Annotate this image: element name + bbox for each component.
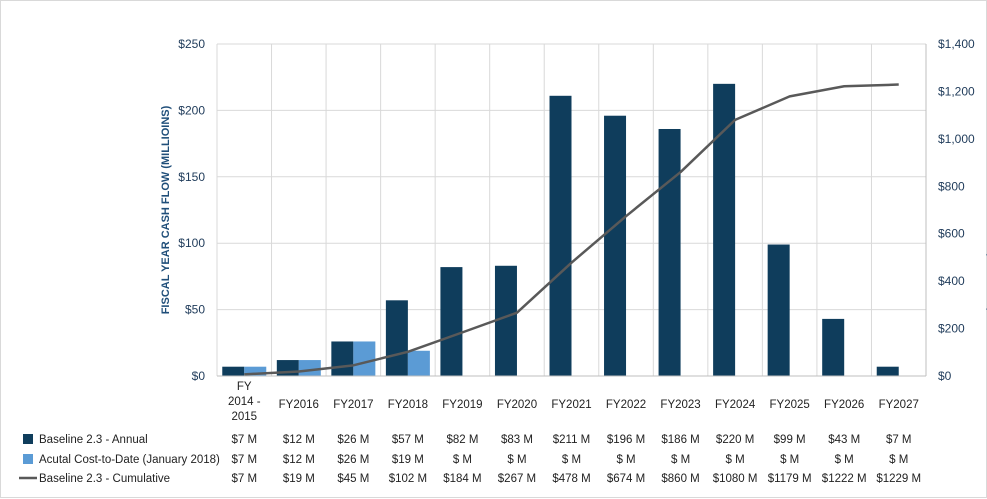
y-tick-label: $150 xyxy=(178,170,205,184)
legend-swatch xyxy=(23,454,33,464)
y2-tick-label: $800 xyxy=(938,179,965,193)
bar-annual xyxy=(222,366,245,376)
axes: $0 $50 $100 $150 $200 $250 $0 $200 $400 $600 $800 $… xyxy=(160,37,987,383)
bar-annual xyxy=(385,300,408,376)
bar-annual xyxy=(713,83,736,376)
data-table-cell: $12 M xyxy=(283,434,315,446)
data-table-cell: $186 M xyxy=(661,434,699,446)
data-table-cell: $7 M xyxy=(231,454,257,466)
data-table-cell: $196 M xyxy=(607,434,645,446)
data-table-cell: $ M xyxy=(835,454,854,466)
bar-annual xyxy=(549,95,572,377)
data-table-cell: $ M xyxy=(726,454,745,466)
x-category-label: FY2024 xyxy=(715,399,756,411)
x-category-label: FY2027 xyxy=(879,399,919,411)
line-cumulative xyxy=(244,83,899,376)
data-table-cell: $ M xyxy=(780,454,799,466)
data-table-cell: $19 M xyxy=(283,473,315,485)
data-table-cell: $1080 M xyxy=(713,473,758,485)
y2-tick-label: $600 xyxy=(938,227,965,241)
x-category-label: FY2016 xyxy=(279,399,319,411)
data-table-cell: $478 M xyxy=(552,473,590,485)
data-table-cell: $99 M xyxy=(774,434,806,446)
bar-annual xyxy=(494,265,517,376)
data-table-cell: $184 M xyxy=(443,473,481,485)
data-table-cell: $12 M xyxy=(283,454,315,466)
legend-swatch xyxy=(23,434,33,444)
x-category-label: FY2017 xyxy=(333,399,373,411)
data-table-cell: $267 M xyxy=(498,473,536,485)
data-table-cell: $674 M xyxy=(607,473,645,485)
y2-tick-label: $0 xyxy=(938,369,952,383)
data-table-cell: $7 M xyxy=(231,434,257,446)
data-table-cell: $83 M xyxy=(501,434,533,446)
data-table-cell: $ M xyxy=(889,454,908,466)
bar-annual xyxy=(604,115,627,376)
bar-annual xyxy=(440,267,463,376)
x-category-label: FY xyxy=(237,381,252,393)
data-table-cell: $ M xyxy=(616,454,635,466)
y2-tick-label: $200 xyxy=(938,322,965,336)
bar-annual xyxy=(767,244,790,376)
x-category-label: FY2019 xyxy=(442,399,482,411)
data-table-cell: $211 M xyxy=(553,434,591,446)
data-table-cell: $19 M xyxy=(392,454,424,466)
y-tick-label: $50 xyxy=(185,303,205,317)
data-table-cell: $1179 M xyxy=(768,473,812,485)
x-category-label: 2015 xyxy=(231,411,257,423)
data-table-cell: $ M xyxy=(507,454,526,466)
bar-actual xyxy=(407,350,430,376)
y-tick-label: $100 xyxy=(178,236,205,250)
bar-group xyxy=(222,83,899,377)
data-table-cell: $ M xyxy=(562,454,581,466)
data-table-cell: $ M xyxy=(453,454,472,466)
data-table-cell: $82 M xyxy=(446,434,478,446)
y-axis-title: FISCAL YEAR CASH FLOW (MILLIOINS) xyxy=(160,105,172,314)
data-table-cell: $26 M xyxy=(337,454,369,466)
x-category-label: FY2025 xyxy=(770,399,810,411)
x-category-label: FY2022 xyxy=(606,399,646,411)
bar-annual xyxy=(331,341,354,376)
data-table-cell: $102 M xyxy=(389,473,427,485)
legend-label: Baseline 2.3 - Cumulative xyxy=(39,473,170,485)
y2-tick-label: $1,200 xyxy=(938,84,975,98)
y-tick-label: $250 xyxy=(178,37,205,51)
x-category-label: FY2018 xyxy=(388,399,428,411)
data-table-cell: $ M xyxy=(671,454,690,466)
data-table-cell: $43 M xyxy=(828,434,860,446)
bar-annual xyxy=(876,366,899,376)
data-table-cell: $45 M xyxy=(337,473,369,485)
bar-annual xyxy=(822,318,845,376)
data-table-cell: $57 M xyxy=(392,434,424,446)
bar-actual xyxy=(298,360,321,376)
data-table-cell: $860 M xyxy=(661,473,699,485)
y-tick-label: $200 xyxy=(178,103,205,117)
data-table-cell: $7 M xyxy=(886,434,912,446)
x-category-label: 2014 - xyxy=(228,396,261,408)
y2-tick-label: $1,000 xyxy=(938,132,975,146)
y2-tick-label: $400 xyxy=(938,274,965,288)
x-category-label: FY2023 xyxy=(660,399,700,411)
bar-actual xyxy=(353,341,376,376)
y2-tick-label: $1,400 xyxy=(938,37,975,51)
x-category-label: FY2026 xyxy=(824,399,864,411)
data-table-cell: $7 M xyxy=(231,473,257,485)
legend-label: Baseline 2.3 - Annual xyxy=(39,434,148,446)
data-table-cell: $220 M xyxy=(716,434,754,446)
data-table: FY 2014 - 2015 FY2016 FY2017 FY2018 FY2019 FY20… xyxy=(19,381,921,485)
data-table-cell: $26 M xyxy=(337,434,369,446)
bar-actual xyxy=(244,366,267,376)
cumulative-line-group xyxy=(244,83,899,376)
y-tick-label: $0 xyxy=(192,369,206,383)
legend-label: Acutal Cost-to-Date (January 2018) xyxy=(39,454,220,466)
data-table-cell: $1229 M xyxy=(876,473,921,485)
x-category-label: FY2021 xyxy=(551,399,591,411)
bar-annual xyxy=(658,128,681,376)
data-table-cell: $1222 M xyxy=(822,473,867,485)
x-category-label: FY2020 xyxy=(497,399,537,411)
